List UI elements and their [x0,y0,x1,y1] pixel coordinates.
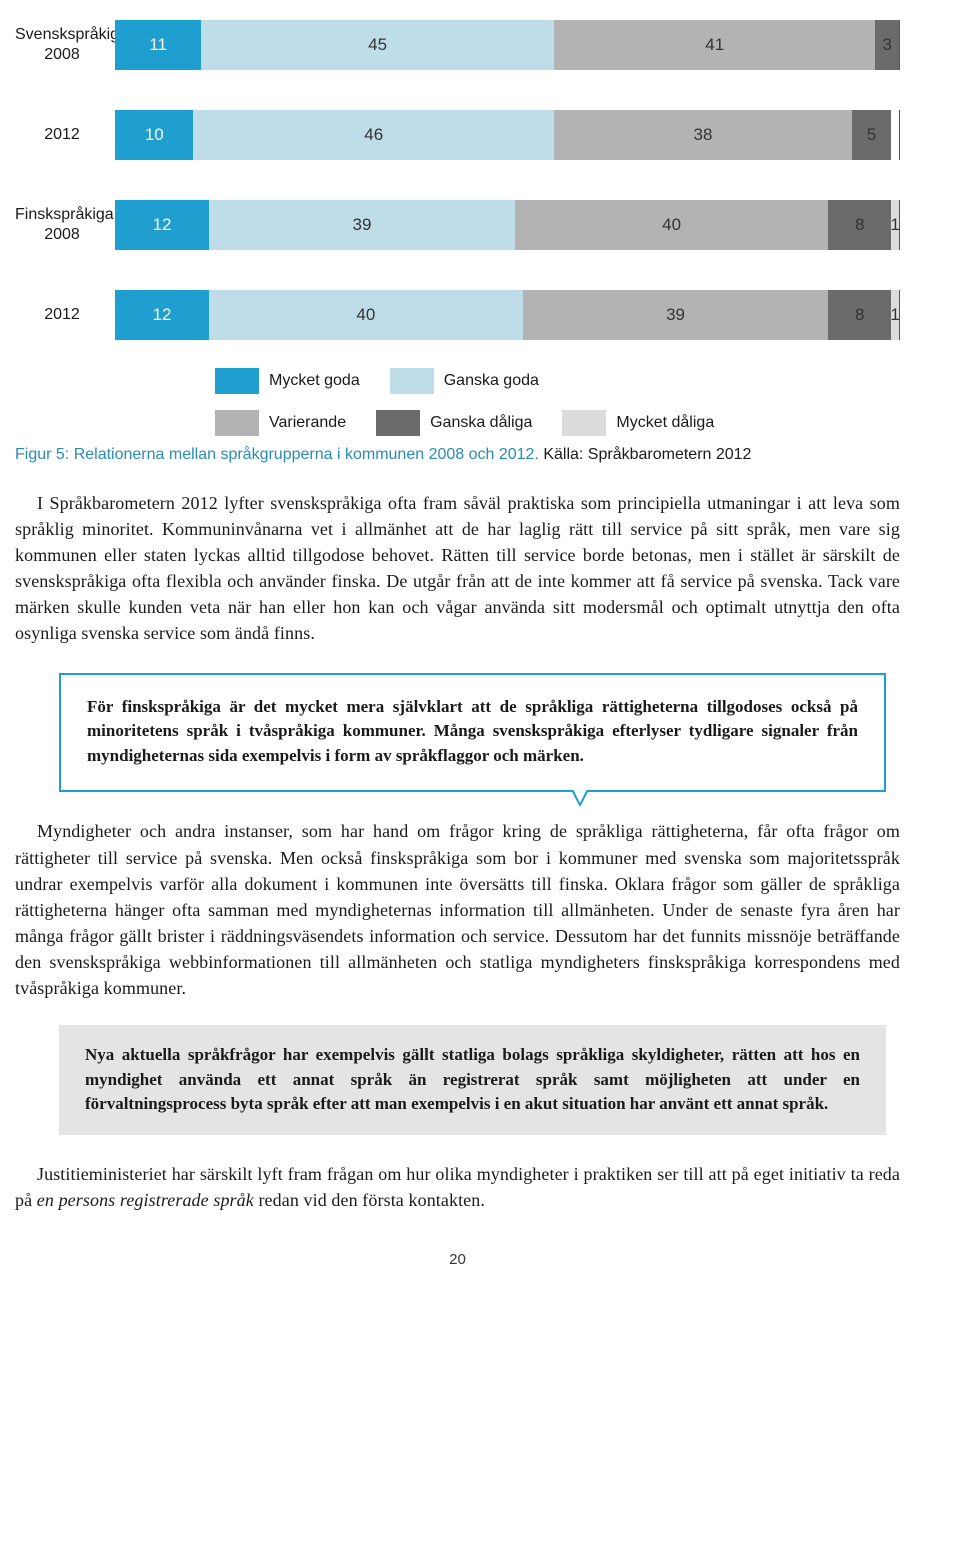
bar-segment: 45 [201,20,554,70]
chart-row: Svenskspråkiga20081145413 [15,20,900,70]
bar-segment: 41 [554,20,875,70]
bar-segment: 40 [209,290,523,340]
chart-legend: Mycket goda Ganska goda Varierande Gansk… [215,368,900,436]
callout-box-blue: För finskspråkiga är det mycket mera sjä… [59,673,886,793]
bar-segment: 39 [209,200,515,250]
bar-segment: 8 [828,200,891,250]
chart-row: Finskspråkiga200812394081 [15,200,900,250]
bar-segment: 8 [828,290,891,340]
bar-segment: 40 [515,200,829,250]
bar-segment: 12 [115,290,209,340]
bar-segment: 3 [875,20,899,70]
paragraph-2: Myndigheter och andra instanser, som har… [15,818,900,1001]
legend-item: Mycket goda [215,368,360,394]
figure-text: Relationerna mellan språkgrupperna i kom… [74,446,544,463]
legend-label: Mycket dåliga [616,414,714,432]
legend-item: Ganska goda [390,368,539,394]
body-paragraph: Justitieministeriet har särskilt lyft fr… [15,1161,900,1213]
row-label: 2012 [15,125,115,145]
legend-item: Mycket dåliga [562,410,714,436]
legend-label: Mycket goda [269,372,360,390]
figure-ref: Figur 5: [15,446,69,463]
bar-segment: 10 [115,110,193,160]
paragraph-3: Justitieministeriet har särskilt lyft fr… [15,1161,900,1213]
bar-container: 1145413 [115,20,900,70]
stacked-bar-chart: Svenskspråkiga2008114541320121046385Fins… [15,20,900,340]
page-number: 20 [15,1251,900,1268]
bar-container: 12403981 [115,290,900,340]
bar-segment: 46 [193,110,554,160]
figure-source: Källa: Språkbarometern 2012 [543,446,751,463]
callout-text: Nya aktuella språkfrågor har exempelvis … [85,1045,860,1113]
chart-row: 20121046385 [15,110,900,160]
figure-caption: Figur 5: Relationerna mellan språkgruppe… [15,446,900,464]
bar-segment: 12 [115,200,209,250]
legend-label: Ganska dåliga [430,414,532,432]
bar-segment: 38 [554,110,852,160]
body-paragraph: Myndigheter och andra instanser, som har… [15,818,900,1001]
bar-segment: 1 [891,290,899,340]
bar-segment: 1 [891,200,899,250]
bar-container: 1046385 [115,110,900,160]
bar-segment: 11 [115,20,201,70]
text-span: redan vid den första kontakten. [254,1190,485,1210]
bar-container: 12394081 [115,200,900,250]
swatch-mycket-goda [215,368,259,394]
row-label: Svenskspråkiga2008 [15,25,115,65]
row-label: Finskspråkiga2008 [15,205,115,245]
legend-item: Varierande [215,410,346,436]
chart-row: 201212403981 [15,290,900,340]
emphasis-text: en persons registrerade språk [37,1190,254,1210]
bar-segment: 5 [852,110,891,160]
swatch-ganska-daliga [376,410,420,436]
swatch-ganska-goda [390,368,434,394]
bar-segment: 39 [523,290,829,340]
swatch-mycket-daliga [562,410,606,436]
callout-box-grey: Nya aktuella språkfrågor har exempelvis … [59,1025,886,1135]
callout-text: För finskspråkiga är det mycket mera sjä… [87,697,858,765]
legend-label: Varierande [269,414,346,432]
row-label: 2012 [15,305,115,325]
paragraph-1: I Språkbarometern 2012 lyfter svensksprå… [15,490,900,647]
legend-label: Ganska goda [444,372,539,390]
legend-item: Ganska dåliga [376,410,532,436]
swatch-varierande [215,410,259,436]
body-paragraph: I Språkbarometern 2012 lyfter svensksprå… [15,490,900,647]
